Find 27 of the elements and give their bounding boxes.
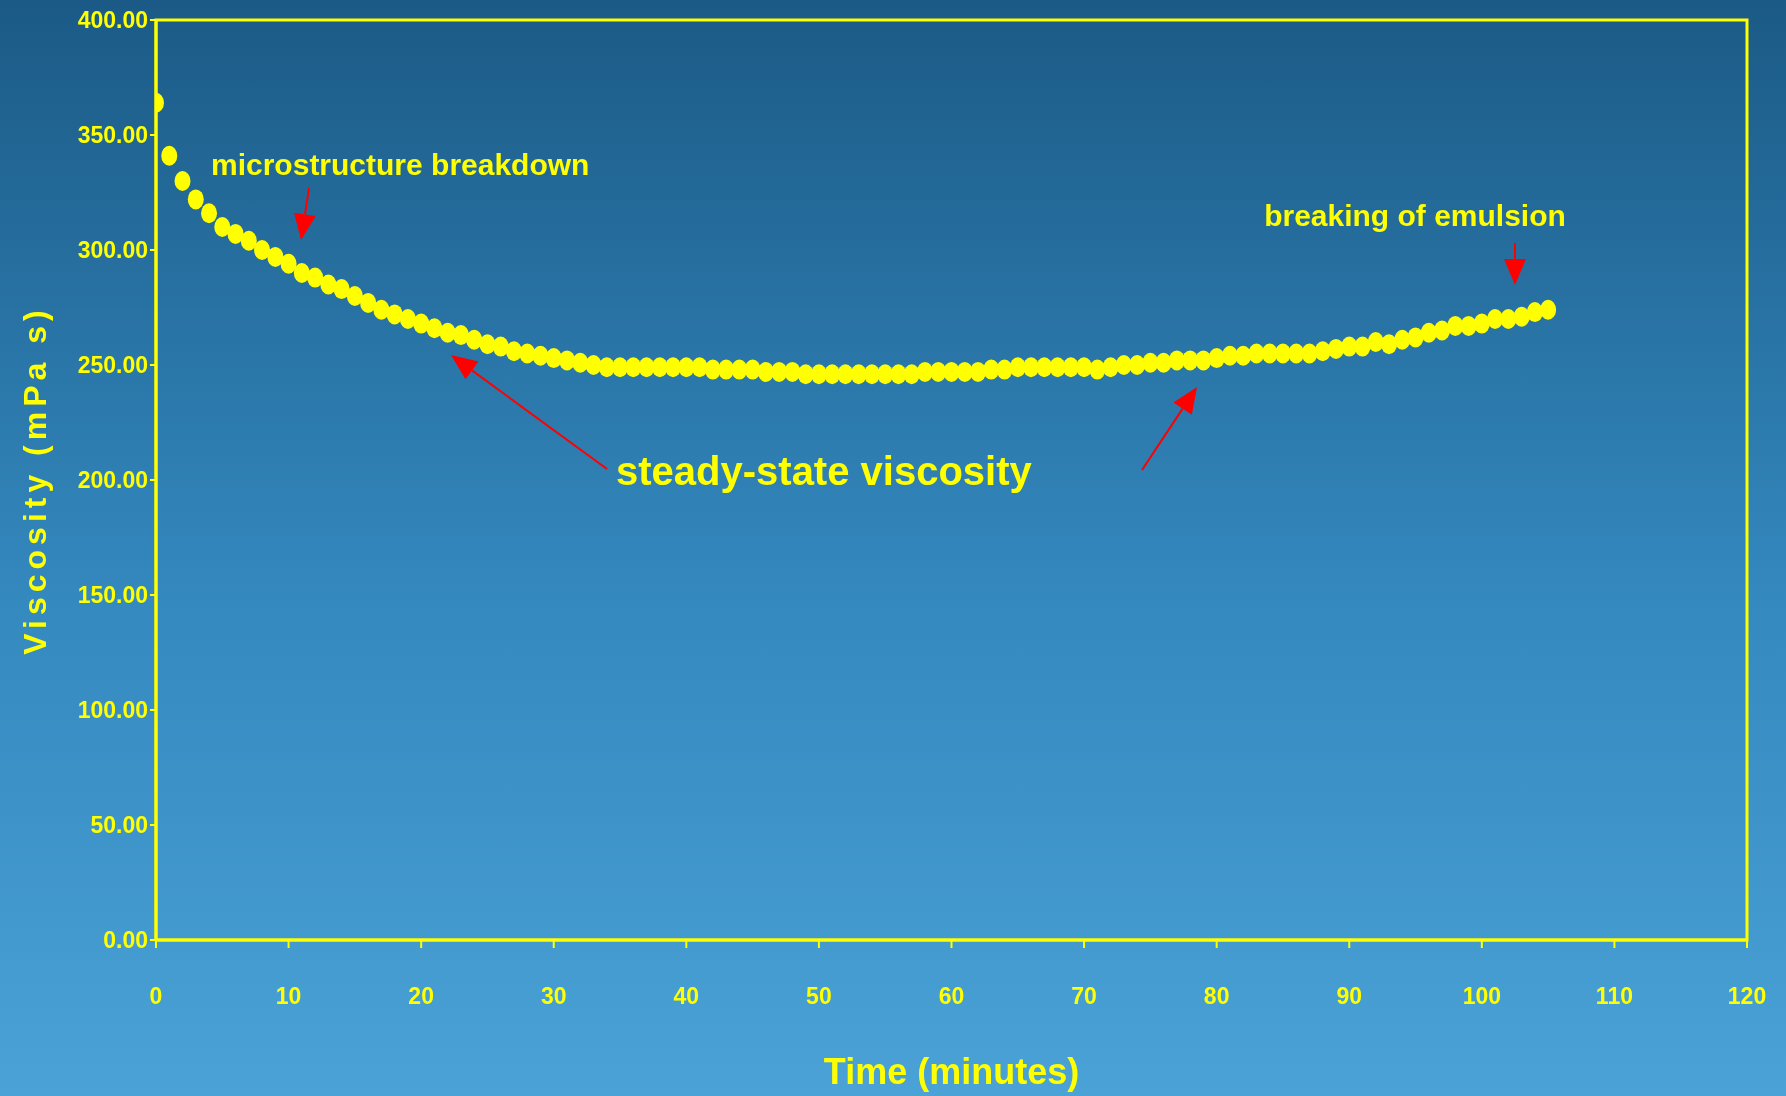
x-tick-label: 20 (408, 983, 434, 1010)
y-tick-label: 300.00 (77, 237, 148, 264)
x-tick-label: 30 (540, 983, 567, 1010)
annotation: microstructure breakdown (211, 148, 590, 181)
y-tick-label: 400.00 (77, 7, 148, 34)
y-tick-label: 250.00 (77, 352, 148, 379)
x-tick-label: 50 (806, 983, 832, 1010)
x-tick-label: 0 (149, 983, 163, 1010)
y-tick-label: 50.00 (90, 812, 148, 839)
y-tick-label: 350.00 (77, 122, 148, 149)
x-tick-label: 100 (1462, 983, 1502, 1010)
x-tick-label: 10 (275, 983, 302, 1010)
y-axis-title: Viscosity (mPa s) (17, 305, 53, 655)
x-axis-title: Time (minutes) (823, 1051, 1080, 1092)
y-tick-label: 100.00 (77, 697, 148, 724)
x-tick-label: 40 (673, 983, 700, 1010)
x-tick-label: 90 (1336, 983, 1363, 1010)
annotation: breaking of emulsion (1264, 199, 1566, 232)
x-tick-label: 60 (938, 983, 965, 1010)
x-tick-label: 80 (1203, 983, 1230, 1010)
x-tick-label: 110 (1595, 983, 1633, 1010)
y-tick-label: 150.00 (77, 582, 148, 609)
x-tick-label: 70 (1071, 983, 1097, 1010)
y-tick-label: 0.00 (103, 927, 148, 954)
x-tick-label: 120 (1727, 983, 1767, 1010)
y-tick-label: 200.00 (77, 467, 148, 494)
annotation: steady-state viscosity (616, 449, 1033, 493)
